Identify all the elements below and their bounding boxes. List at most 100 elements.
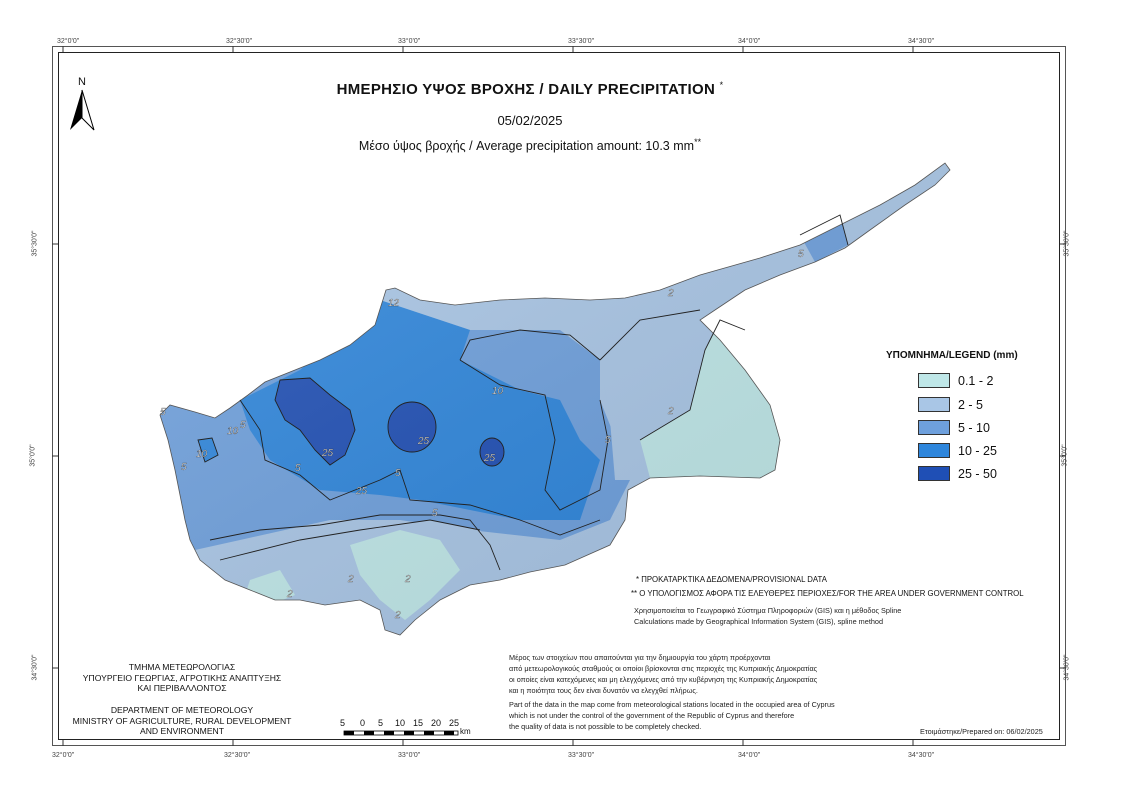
lon-label-bottom: 32°30'0" bbox=[224, 752, 251, 759]
department-line: ΚΑΙ ΠΕΡΙΒΑΛΛΟΝΤΟΣ bbox=[137, 683, 227, 693]
department-line: ΥΠΟΥΡΓΕΙΟ ΓΕΩΡΓΙΑΣ, ΑΓΡΟΤΙΚΗΣ ΑΝΑΠΤΥΞΗΣ bbox=[82, 672, 282, 683]
contour-5 bbox=[799, 214, 849, 246]
gis-note-gr: Χρησιμοποιείται το Γεωγραφικό Σύστημα Πλ… bbox=[634, 606, 902, 615]
provisional-note: * ΠΡΟΚΑΤΑΡΚΤΙΚΑ ΔΕΔΟΜΕΝΑ/PROVISIONAL DAT… bbox=[636, 575, 827, 584]
lon-label-top: 32°30'0" bbox=[226, 38, 253, 45]
contour-label: 25 bbox=[483, 453, 496, 464]
lon-label-bottom: 33°0'0" bbox=[398, 752, 421, 759]
map-inner-frame bbox=[58, 52, 1060, 740]
contour-label: 5 bbox=[181, 462, 187, 473]
department-line: ΤΜΗΜΑ ΜΕΤΕΩΡΟΛΟΓΙΑΣ bbox=[128, 662, 236, 672]
legend-label: 25 - 50 bbox=[958, 466, 997, 481]
lon-label-bottom: 34°30'0" bbox=[908, 752, 935, 759]
map-date: 05/02/2025 bbox=[497, 113, 563, 128]
legend-swatch bbox=[918, 397, 950, 412]
contour-label: 10 bbox=[196, 449, 208, 460]
legend-label: 10 - 25 bbox=[958, 443, 997, 458]
contour-label: 5 bbox=[605, 435, 611, 446]
scale-label: 10 bbox=[395, 718, 406, 728]
legend-item: 2 - 5 bbox=[918, 396, 983, 413]
data-note-line: Part of the data in the map come from me… bbox=[509, 700, 835, 709]
data-note-line: από μετεωρολογικούς σταθμούς οι οποίοι β… bbox=[509, 664, 818, 673]
lon-label-top: 33°30'0" bbox=[568, 38, 595, 45]
contour-2 bbox=[219, 519, 481, 561]
contour-10 bbox=[459, 359, 609, 511]
contour-5 bbox=[209, 514, 501, 571]
map-outer-frame bbox=[52, 46, 1066, 746]
contour-label: 5 bbox=[395, 468, 401, 479]
department-line: AND ENVIRONMENT bbox=[139, 726, 225, 736]
scale-bar bbox=[343, 730, 459, 736]
contour-label: 2 bbox=[667, 406, 674, 417]
contour-label: 5 bbox=[240, 420, 246, 431]
data-note-line: Μέρος των στοιχείων που απαιτούνται για … bbox=[509, 653, 771, 662]
contour-label: 5 bbox=[295, 463, 301, 474]
lon-label-top: 32°0'0" bbox=[57, 38, 80, 45]
calculation-area-note: ** Ο ΥΠΟΛΟΓΙΣΜΟΣ ΑΦΟΡΑ ΤΙΣ ΕΛΕΥΘΕΡΕΣ ΠΕΡ… bbox=[631, 589, 1024, 598]
legend-label: 2 - 5 bbox=[958, 397, 984, 412]
data-note-line: οι οποίες είναι κατεχόμενες και μη ελεγχ… bbox=[509, 675, 818, 684]
average-text: Μέσο ύψος βροχής / Average precipitation… bbox=[358, 139, 695, 154]
contour-label: 2 bbox=[286, 589, 293, 600]
north-arrow-icon bbox=[70, 89, 95, 131]
contour-label: 25 bbox=[355, 486, 368, 497]
legend-item: 0.1 - 2 bbox=[918, 372, 993, 389]
legend-swatch bbox=[918, 373, 950, 388]
data-note-line: και η ποιότητα τους δεν είναι δυνατόν να… bbox=[509, 686, 698, 695]
prepared-date: Ετοιμάστηκε/Prepared on: 06/02/2025 bbox=[920, 727, 1043, 736]
data-note-line: the quality of data is not possible to b… bbox=[509, 722, 702, 731]
contour-label: 25 bbox=[321, 448, 334, 459]
coastline bbox=[159, 162, 951, 636]
contour-10 bbox=[459, 329, 601, 361]
contour-2 bbox=[639, 319, 746, 441]
gis-note-en: Calculations made by Geographical Inform… bbox=[634, 617, 884, 626]
contour-25 bbox=[387, 401, 437, 453]
scale-label: 25 bbox=[449, 718, 460, 728]
data-note-gr: Μέρος των στοιχείων που απαιτούνται για … bbox=[509, 652, 817, 696]
scale-label: 5 bbox=[340, 718, 346, 728]
contour-label: 2 bbox=[394, 610, 401, 621]
lon-label-top: 34°30'0" bbox=[908, 38, 935, 45]
legend-item: 10 - 25 bbox=[918, 442, 997, 459]
contour-5 bbox=[239, 399, 601, 536]
contour-label: 2 bbox=[667, 288, 674, 299]
scale-label: 0 bbox=[360, 718, 366, 728]
legend-item: 25 - 50 bbox=[918, 465, 997, 482]
contour-5 bbox=[599, 309, 701, 361]
contour-label: 10 bbox=[227, 426, 239, 437]
lon-label-top: 33°0'0" bbox=[398, 38, 421, 45]
legend-swatch bbox=[918, 420, 950, 435]
scale-labels: 5 0 5 10 15 20 25 bbox=[340, 718, 467, 728]
data-note-en: Part of the data in the map come from me… bbox=[509, 699, 835, 732]
data-note-line: which is not under the control of the go… bbox=[509, 711, 795, 720]
average-precipitation: Μέσο ύψος βροχής / Average precipitation… bbox=[250, 137, 810, 153]
legend-label: 5 - 10 bbox=[958, 420, 990, 435]
legend-title: ΥΠΟΜΝΗΜΑ/LEGEND (mm) bbox=[886, 350, 1018, 361]
scale-label: 15 bbox=[413, 718, 424, 728]
legend-swatch bbox=[918, 466, 950, 481]
lon-label-bottom: 32°0'0" bbox=[52, 752, 75, 759]
scale-label: 5 bbox=[378, 718, 384, 728]
contour-label: 2 bbox=[404, 574, 411, 585]
contour-label: 2 bbox=[347, 574, 354, 585]
contour-label: 5 bbox=[160, 407, 166, 418]
north-arrow: N bbox=[68, 76, 96, 137]
department-line: MINISTRY OF AGRICULTURE, RURAL DEVELOPME… bbox=[72, 715, 292, 726]
contour-25 bbox=[274, 377, 356, 466]
island-shape bbox=[160, 163, 950, 635]
contour-10 bbox=[197, 437, 219, 463]
legend-item: 5 - 10 bbox=[918, 419, 990, 436]
map-title-text: ΗΜΕΡΗΣΙΟ ΥΨΟΣ ΒΡΟΧΗΣ / DAILY PRECIPITATI… bbox=[336, 81, 716, 98]
contour-label: 10 bbox=[492, 386, 504, 397]
department-en: DEPARTMENT OF METEOROLOGY MINISTRY OF AG… bbox=[62, 705, 302, 737]
scale-unit: km bbox=[460, 727, 471, 736]
average-footnote-mark: ** bbox=[694, 137, 702, 147]
contour-label: 5 bbox=[798, 249, 804, 260]
department-gr: ΤΜΗΜΑ ΜΕΤΕΩΡΟΛΟΓΙΑΣ ΥΠΟΥΡΓΕΙΟ ΓΕΩΡΓΙΑΣ, … bbox=[62, 662, 302, 694]
scale-label: 20 bbox=[431, 718, 442, 728]
lon-label-bottom: 34°0'0" bbox=[738, 752, 761, 759]
title-footnote-mark: * bbox=[719, 80, 724, 90]
lon-label-bottom: 33°30'0" bbox=[568, 752, 595, 759]
contour-label: 5 bbox=[432, 508, 438, 519]
